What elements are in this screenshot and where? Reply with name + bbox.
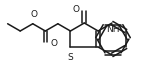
- Text: S: S: [68, 53, 73, 62]
- Text: O: O: [72, 6, 79, 15]
- Text: O: O: [50, 38, 57, 47]
- Text: O: O: [30, 10, 37, 19]
- Text: NH: NH: [106, 26, 120, 35]
